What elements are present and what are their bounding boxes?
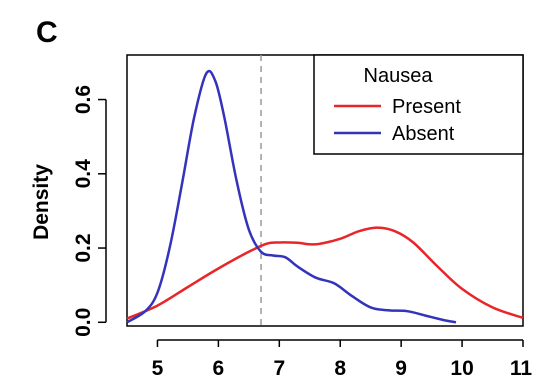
x-axis: 5 6 7 8 9 10 11 [152, 339, 533, 380]
y-tick-label: 0.4 [72, 159, 95, 189]
legend-label-present: Present [392, 96, 461, 118]
x-tick-label: 11 [510, 357, 533, 380]
legend: Nausea Present Absent [313, 54, 524, 155]
series-line-absent [126, 69, 457, 324]
x-tick-label: 8 [334, 357, 346, 380]
series-group [126, 69, 524, 324]
panel-label: C [36, 16, 58, 49]
legend-title: Nausea [364, 65, 434, 87]
y-axis: 0.0 0.2 0.4 0.6 [72, 85, 107, 337]
x-tick-label: 6 [213, 357, 225, 380]
x-tick-label: 9 [395, 357, 407, 380]
x-tick-label: 7 [273, 357, 285, 380]
legend-box [313, 54, 524, 155]
y-tick-label: 0.2 [72, 233, 95, 262]
series-line-present [126, 226, 524, 320]
y-tick-label: 0.6 [72, 85, 95, 114]
x-tick-label: 10 [450, 357, 473, 380]
y-tick-label: 0.0 [72, 308, 95, 337]
legend-label-absent: Absent [392, 123, 455, 145]
y-axis-label: Density [30, 164, 53, 240]
x-tick-label: 5 [152, 357, 164, 380]
